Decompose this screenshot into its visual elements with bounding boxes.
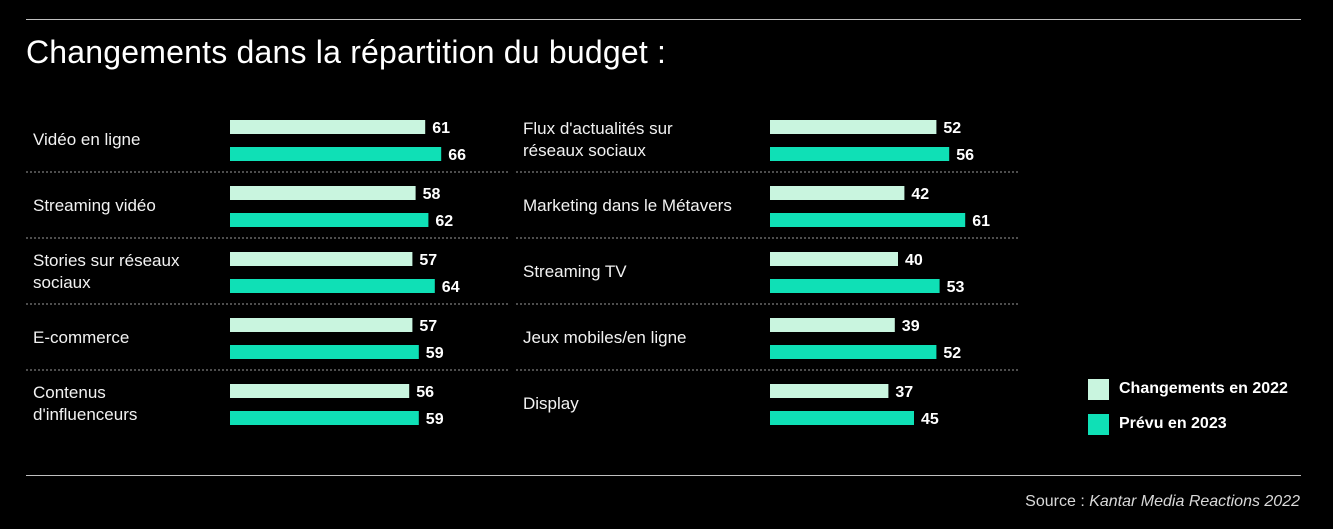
bar-0-1-s1 <box>230 213 429 227</box>
value-label-0-3-s1: 59 <box>426 345 444 362</box>
category-label-1-1: Marketing dans le Métavers <box>523 196 732 215</box>
bar-1-2-s0 <box>770 252 898 266</box>
value-label-0-3-s0: 57 <box>419 318 437 335</box>
category-label-0-3: E-commerce <box>33 328 129 347</box>
category-label-0-0: Vidéo en ligne <box>33 130 140 149</box>
bar-0-2-s1 <box>230 279 435 293</box>
value-label-0-1-s1: 62 <box>435 213 453 230</box>
category-label-1-2: Streaming TV <box>523 262 627 281</box>
bar-1-4-s0 <box>770 384 889 398</box>
value-label-0-0-s0: 61 <box>432 120 450 137</box>
category-label-line: Display <box>523 394 579 413</box>
source-note: Source : Kantar Media Reactions 2022 <box>1025 493 1300 511</box>
value-label-0-2-s0: 57 <box>419 252 437 269</box>
category-label-1-4: Display <box>523 394 579 413</box>
bar-1-3-s0 <box>770 318 895 332</box>
category-label-line: Flux d'actualités sur <box>523 119 673 138</box>
category-label-1-3: Jeux mobiles/en ligne <box>523 328 686 347</box>
category-label-line: Streaming TV <box>523 262 627 281</box>
value-label-0-4-s1: 59 <box>426 411 444 428</box>
legend-label-changements-2022: Changements en 2022 <box>1119 380 1288 397</box>
bar-1-4-s1 <box>770 411 914 425</box>
bar-0-0-s0 <box>230 120 426 134</box>
value-label-1-4-s0: 37 <box>895 384 913 401</box>
category-label-line: sociaux <box>33 273 91 292</box>
category-label-line: Jeux mobiles/en ligne <box>523 328 686 347</box>
bar-1-2-s1 <box>770 279 940 293</box>
bar-0-2-s0 <box>230 252 413 266</box>
bar-0-0-s1 <box>230 147 442 161</box>
value-label-1-2-s1: 53 <box>947 279 965 296</box>
category-label-line: réseaux sociaux <box>523 141 646 160</box>
category-label-line: Streaming vidéo <box>33 196 156 215</box>
bar-0-4-s0 <box>230 384 410 398</box>
value-label-1-2-s0: 40 <box>905 252 923 269</box>
bar-1-1-s0 <box>770 186 905 200</box>
source-name: Kantar Media Reactions 2022 <box>1089 493 1300 510</box>
category-label-line: Vidéo en ligne <box>33 130 140 149</box>
value-label-1-0-s1: 56 <box>956 147 974 164</box>
category-label-0-4: Contenus d'influenceurs <box>33 383 137 424</box>
category-label-1-0: Flux d'actualités sur réseaux sociaux <box>523 119 673 160</box>
value-label-1-4-s1: 45 <box>921 411 939 428</box>
value-label-1-3-s1: 52 <box>943 345 961 362</box>
category-label-line: Contenus <box>33 383 106 402</box>
legend-swatch-changements-2022 <box>1088 378 1109 400</box>
legend-item-prevu-2023: Prévu en 2023 <box>1088 413 1288 435</box>
legend: Changements en 2022 Prévu en 2023 <box>1088 378 1288 448</box>
value-label-1-1-s1: 61 <box>972 213 990 230</box>
value-label-1-0-s0: 52 <box>943 120 961 137</box>
source-prefix: Source : <box>1025 493 1090 510</box>
bar-1-3-s1 <box>770 345 937 359</box>
top-rule <box>26 19 1301 20</box>
bar-1-0-s1 <box>770 147 950 161</box>
value-label-1-1-s0: 42 <box>911 186 929 203</box>
category-label-line: d'influenceurs <box>33 405 137 424</box>
bar-0-1-s0 <box>230 186 416 200</box>
bar-1-1-s1 <box>770 213 966 227</box>
category-label-line: Stories sur réseaux <box>33 251 180 270</box>
value-label-0-1-s0: 58 <box>423 186 441 203</box>
category-label-0-2: Stories sur réseaux sociaux <box>33 251 180 292</box>
bar-0-3-s0 <box>230 318 413 332</box>
chart-title: Changements dans la répartition du budge… <box>26 34 667 70</box>
bar-1-0-s0 <box>770 120 937 134</box>
bottom-rule <box>26 475 1301 476</box>
category-label-line: E-commerce <box>33 328 129 347</box>
value-label-0-0-s1: 66 <box>448 147 466 164</box>
category-label-line: Marketing dans le Métavers <box>523 196 732 215</box>
value-label-0-2-s1: 64 <box>442 279 460 296</box>
value-label-1-3-s0: 39 <box>902 318 920 335</box>
legend-item-changements-2022: Changements en 2022 <box>1088 378 1288 400</box>
legend-label-prevu-2023: Prévu en 2023 <box>1119 415 1227 432</box>
legend-swatch-prevu-2023 <box>1088 413 1109 435</box>
bar-0-4-s1 <box>230 411 419 425</box>
value-label-0-4-s0: 56 <box>416 384 434 401</box>
bar-0-3-s1 <box>230 345 419 359</box>
category-label-0-1: Streaming vidéo <box>33 196 156 215</box>
